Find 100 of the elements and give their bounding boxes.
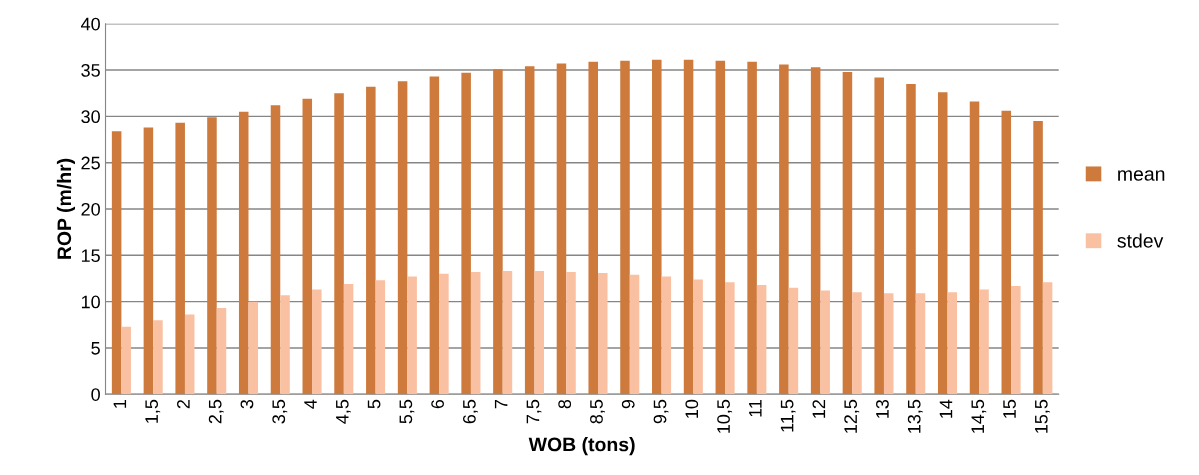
x-tick-label: 9 <box>621 399 635 409</box>
bar <box>715 60 726 395</box>
bar <box>661 276 672 395</box>
bar <box>238 111 249 395</box>
x-tick-label: 4 <box>304 399 317 409</box>
x-axis-title: WOB (tons) <box>528 437 635 456</box>
bar <box>874 77 884 395</box>
x-tick-label: 11 <box>749 399 762 417</box>
bar <box>588 61 598 395</box>
bar <box>397 81 408 395</box>
y-tick-label: 25 <box>81 156 100 170</box>
bar <box>556 63 567 395</box>
bar <box>111 131 122 395</box>
bar <box>121 326 131 395</box>
bar <box>747 61 757 395</box>
bar <box>248 301 259 395</box>
bar <box>280 295 290 395</box>
bar <box>493 69 503 395</box>
bar <box>407 276 417 395</box>
bar <box>852 292 862 395</box>
y-tick-label: 0 <box>91 388 100 401</box>
x-tick-label: 6 <box>431 399 444 409</box>
y-tick-label: 20 <box>81 202 100 216</box>
bar <box>756 284 767 395</box>
bar <box>883 293 894 395</box>
bar <box>629 274 640 395</box>
y-tick-label: 40 <box>80 17 100 31</box>
bar <box>947 292 958 395</box>
bar <box>906 83 916 395</box>
bar <box>683 59 694 395</box>
y-axis-title: ROP (m/hr) <box>56 158 76 259</box>
legend-label: mean <box>1118 170 1165 181</box>
bar <box>470 271 481 395</box>
bar <box>937 92 948 395</box>
bar <box>820 290 830 395</box>
bar <box>270 105 281 395</box>
bar <box>693 279 703 395</box>
x-tick-label: 15,5 <box>1035 399 1050 433</box>
bar <box>461 72 471 395</box>
x-tick-label: 2 <box>177 400 190 409</box>
bar <box>143 127 154 395</box>
x-tick-label: 14 <box>939 399 953 418</box>
bar <box>524 66 535 395</box>
x-tick-label: 9,5 <box>653 399 669 424</box>
bar <box>343 284 354 395</box>
x-tick-label: 12,5 <box>844 399 860 433</box>
bar <box>1033 121 1043 395</box>
bar <box>184 314 195 395</box>
x-tick-label: 1,5 <box>145 399 161 423</box>
y-tick-label: 35 <box>81 64 100 77</box>
x-tick-label: 5,5 <box>399 399 415 424</box>
bar <box>429 76 440 395</box>
bar <box>216 308 227 395</box>
bar <box>620 60 630 395</box>
bar <box>652 59 662 395</box>
x-tick-label: 3,5 <box>272 399 288 424</box>
bar <box>502 271 513 395</box>
y-tick-label: 10 <box>81 295 100 309</box>
bar <box>439 273 449 395</box>
bar <box>979 289 989 395</box>
bar <box>534 271 544 395</box>
bar <box>153 320 163 395</box>
bar <box>566 271 576 395</box>
bar <box>810 67 821 395</box>
x-tick-label: 5 <box>367 399 381 409</box>
bar <box>842 71 853 395</box>
x-tick-label: 8 <box>558 399 572 409</box>
bar <box>1011 285 1021 395</box>
x-tick-label: 12 <box>812 400 826 418</box>
x-tick-label: 1 <box>113 399 127 408</box>
x-tick-label: 8,5 <box>590 399 605 424</box>
bar <box>915 293 926 395</box>
bar <box>334 93 344 395</box>
bar <box>312 289 322 395</box>
legend-label: stdev <box>1117 233 1164 248</box>
x-tick-label: 7 <box>494 400 508 409</box>
y-tick-label: 15 <box>81 249 100 263</box>
x-tick-label: 15 <box>1003 399 1016 418</box>
x-tick-label: 10 <box>685 399 699 418</box>
x-tick-label: 2,5 <box>208 399 224 424</box>
y-tick-label: 5 <box>91 342 100 355</box>
bar <box>366 86 376 395</box>
x-tick-label: 13,5 <box>907 399 923 433</box>
bar <box>969 101 980 395</box>
bar <box>375 280 386 395</box>
bar <box>779 64 789 395</box>
bar <box>598 272 608 395</box>
x-tick-label: 10,5 <box>717 399 733 433</box>
x-tick-label: 14,5 <box>971 399 987 433</box>
x-tick-label: 6,5 <box>462 399 478 424</box>
bar <box>725 282 735 395</box>
bar <box>207 117 217 395</box>
x-tick-label: 11,5 <box>780 399 796 432</box>
x-tick-label: 4,5 <box>336 399 351 424</box>
bar <box>302 98 313 395</box>
x-tick-label: 7,5 <box>526 399 542 424</box>
bar <box>175 122 185 395</box>
bar <box>788 287 799 395</box>
bar <box>1042 282 1053 395</box>
bar <box>1001 110 1012 395</box>
